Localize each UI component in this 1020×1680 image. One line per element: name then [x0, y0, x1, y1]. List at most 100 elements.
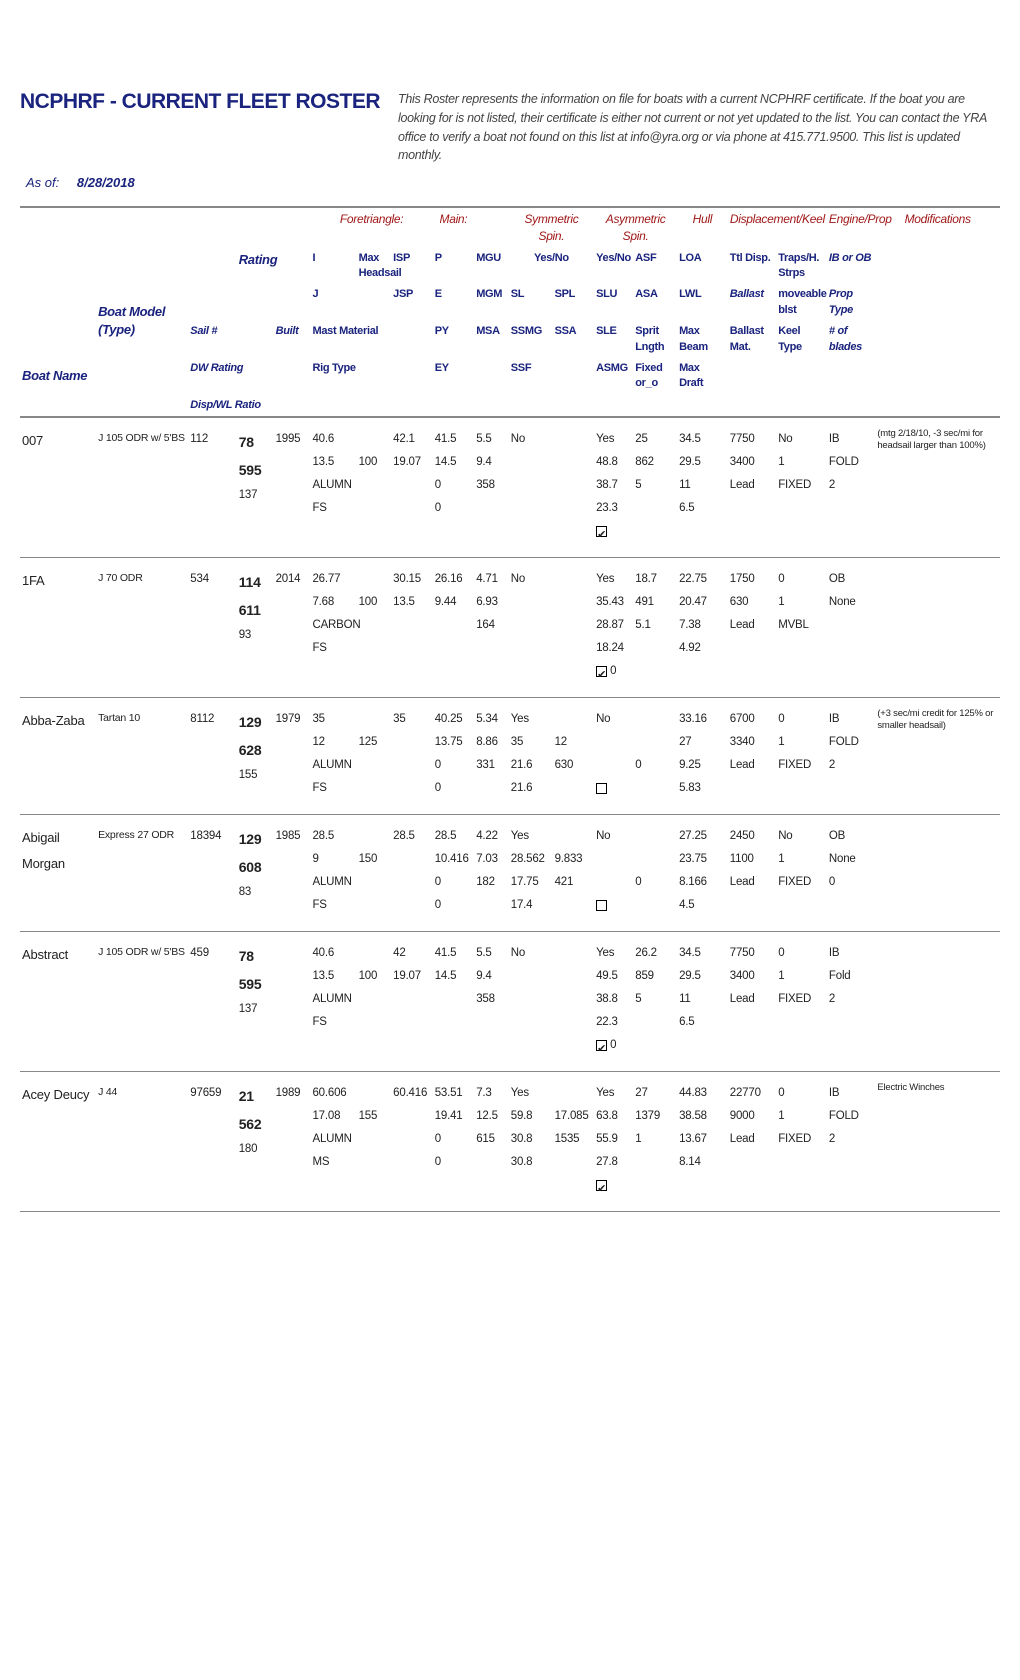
col-ssa: SSA — [553, 321, 595, 358]
cell-mh: 100 — [357, 932, 392, 1072]
cell-name: Abba-Zaba — [20, 698, 96, 815]
cell-mods — [875, 558, 1000, 698]
cell-name: Abigail Morgan — [20, 815, 96, 932]
col-draft: Max Draft — [677, 358, 728, 395]
col-mgu: MGU — [474, 248, 509, 285]
col-msa: MSA — [474, 321, 509, 358]
col-traps: Traps/H. Strps — [776, 248, 827, 285]
cell-built: 1995 — [274, 417, 311, 558]
cell-model: J 105 ODR w/ 5'BS — [96, 932, 188, 1072]
cell-sym: No — [509, 558, 553, 698]
col-blades: # of blades — [827, 321, 875, 358]
cell-sym: Yes28.56217.7517.4 — [509, 815, 553, 932]
col-e: E — [433, 284, 475, 321]
cell-ij: 28.59ALUMNFS — [310, 815, 356, 932]
col-slu: SLU — [594, 284, 633, 321]
cell-engine: IBFold2 — [827, 932, 875, 1072]
cell-mods: Electric Winches — [875, 1072, 1000, 1212]
cell-mods — [875, 932, 1000, 1072]
cell-hull: 22.7520.477.384.92 — [677, 558, 728, 698]
cell-ij: 40.613.5ALUMNFS — [310, 932, 356, 1072]
cell-pe: 53.5119.4100 — [433, 1072, 475, 1212]
cell-engine: IBFOLD2 — [827, 1072, 875, 1212]
cell-model: Tartan 10 — [96, 698, 188, 815]
col-asmg: ASMG — [594, 358, 633, 395]
cell-pe: 40.2513.7500 — [433, 698, 475, 815]
cell-isp: 4219.07 — [391, 932, 433, 1072]
cell-ij: 3512ALUMNFS — [310, 698, 356, 815]
cell-sail: 18394 — [188, 815, 236, 932]
cell-mgu: 4.716.93164 — [474, 558, 509, 698]
hdr-main: Main: — [433, 207, 475, 248]
col-keel: Keel Type — [776, 321, 827, 358]
cell-built: 1979 — [274, 698, 311, 815]
cell-sail: 459 — [188, 932, 236, 1072]
cell-mgu: 5.59.4358 — [474, 417, 509, 558]
hdr-sym: Symmetric Spin. — [509, 207, 594, 248]
cell-mods: (mtg 2/18/10, -3 sec/mi for headsail lar… — [875, 417, 1000, 558]
hdr-asym: Asymmetric Spin. — [594, 207, 677, 248]
cell-spl — [553, 558, 595, 698]
cell-disp: 77503400Lead — [728, 417, 776, 558]
cell-sym: Yes3521.621.6 — [509, 698, 553, 815]
cell-asf: 258625 — [633, 417, 677, 558]
cell-hull: 27.2523.758.1664.5 — [677, 815, 728, 932]
table-row: Acey Deucy J 44 97659 21562180 1989 60.6… — [20, 1072, 1000, 1212]
cell-rating: 78595137 — [237, 932, 274, 1072]
cell-isp: 30.1513.5 — [391, 558, 433, 698]
asof-date: 8/28/2018 — [77, 175, 135, 190]
cell-rating: 11461193 — [237, 558, 274, 698]
cell-mh: 125 — [357, 698, 392, 815]
cell-pe: 26.169.44 — [433, 558, 475, 698]
cell-keel: 01FIXED — [776, 698, 827, 815]
cell-disp: 67003340Lead — [728, 698, 776, 815]
cell-engine: OBNone0 — [827, 815, 875, 932]
roster-table: Foretriangle: Main: Symmetric Spin. Asym… — [20, 206, 1000, 1212]
cell-mgu: 5.348.86331 — [474, 698, 509, 815]
checkbox-icon — [596, 526, 607, 537]
cell-sail: 534 — [188, 558, 236, 698]
col-asf: ASF — [633, 248, 677, 285]
col-ptype: Prop Type — [827, 284, 875, 321]
col-spl: SPL — [553, 284, 595, 321]
col-lwl: LWL — [677, 284, 728, 321]
col-ssmg: SSMG — [509, 321, 553, 358]
cell-spl — [553, 417, 595, 558]
col-ssf: SSF — [509, 358, 553, 395]
cell-model: J 44 — [96, 1072, 188, 1212]
col-ibob: IB or OB — [827, 248, 875, 285]
cell-mh: 155 — [357, 1072, 392, 1212]
checkbox-icon — [596, 1180, 607, 1191]
col-sprit: Sprit Lngth — [633, 321, 677, 358]
col-ey: EY — [433, 358, 475, 395]
cell-mh: 100 — [357, 558, 392, 698]
cell-engine: IBFOLD2 — [827, 698, 875, 815]
cell-built: 1985 — [274, 815, 311, 932]
col-mvbl: moveable blst — [776, 284, 827, 321]
cell-keel: 01FIXED — [776, 1072, 827, 1212]
col-p: P — [433, 248, 475, 285]
cell-spl — [553, 932, 595, 1072]
cell-mgu: 5.59.4358 — [474, 932, 509, 1072]
checkbox-icon — [596, 900, 607, 911]
cell-hull: 44.8338.5813.678.14 — [677, 1072, 728, 1212]
cell-model: J 70 ODR — [96, 558, 188, 698]
cell-keel: 01FIXED — [776, 932, 827, 1072]
cell-rating: 21562180 — [237, 1072, 274, 1212]
col-mgm: MGM — [474, 284, 509, 321]
cell-asym: Yes63.855.927.8 — [594, 1072, 633, 1212]
col-sle: SLE — [594, 321, 633, 358]
cell-sail: 112 — [188, 417, 236, 558]
col-ttl: Ttl Disp. — [728, 248, 776, 285]
cell-sym: No — [509, 417, 553, 558]
cell-engine: IBFOLD2 — [827, 417, 875, 558]
cell-isp: 42.119.07 — [391, 417, 433, 558]
page-title: NCPHRF - CURRENT FLEET ROSTER — [20, 90, 380, 114]
cell-asym: Yes48.838.723.3 — [594, 417, 633, 558]
cell-disp: 1750630Lead — [728, 558, 776, 698]
cell-mh: 150 — [357, 815, 392, 932]
col-mast: Mast Material — [310, 321, 391, 358]
cell-asf: 18.74915.1 — [633, 558, 677, 698]
cell-mgu: 4.227.03182 — [474, 815, 509, 932]
cell-sail: 97659 — [188, 1072, 236, 1212]
